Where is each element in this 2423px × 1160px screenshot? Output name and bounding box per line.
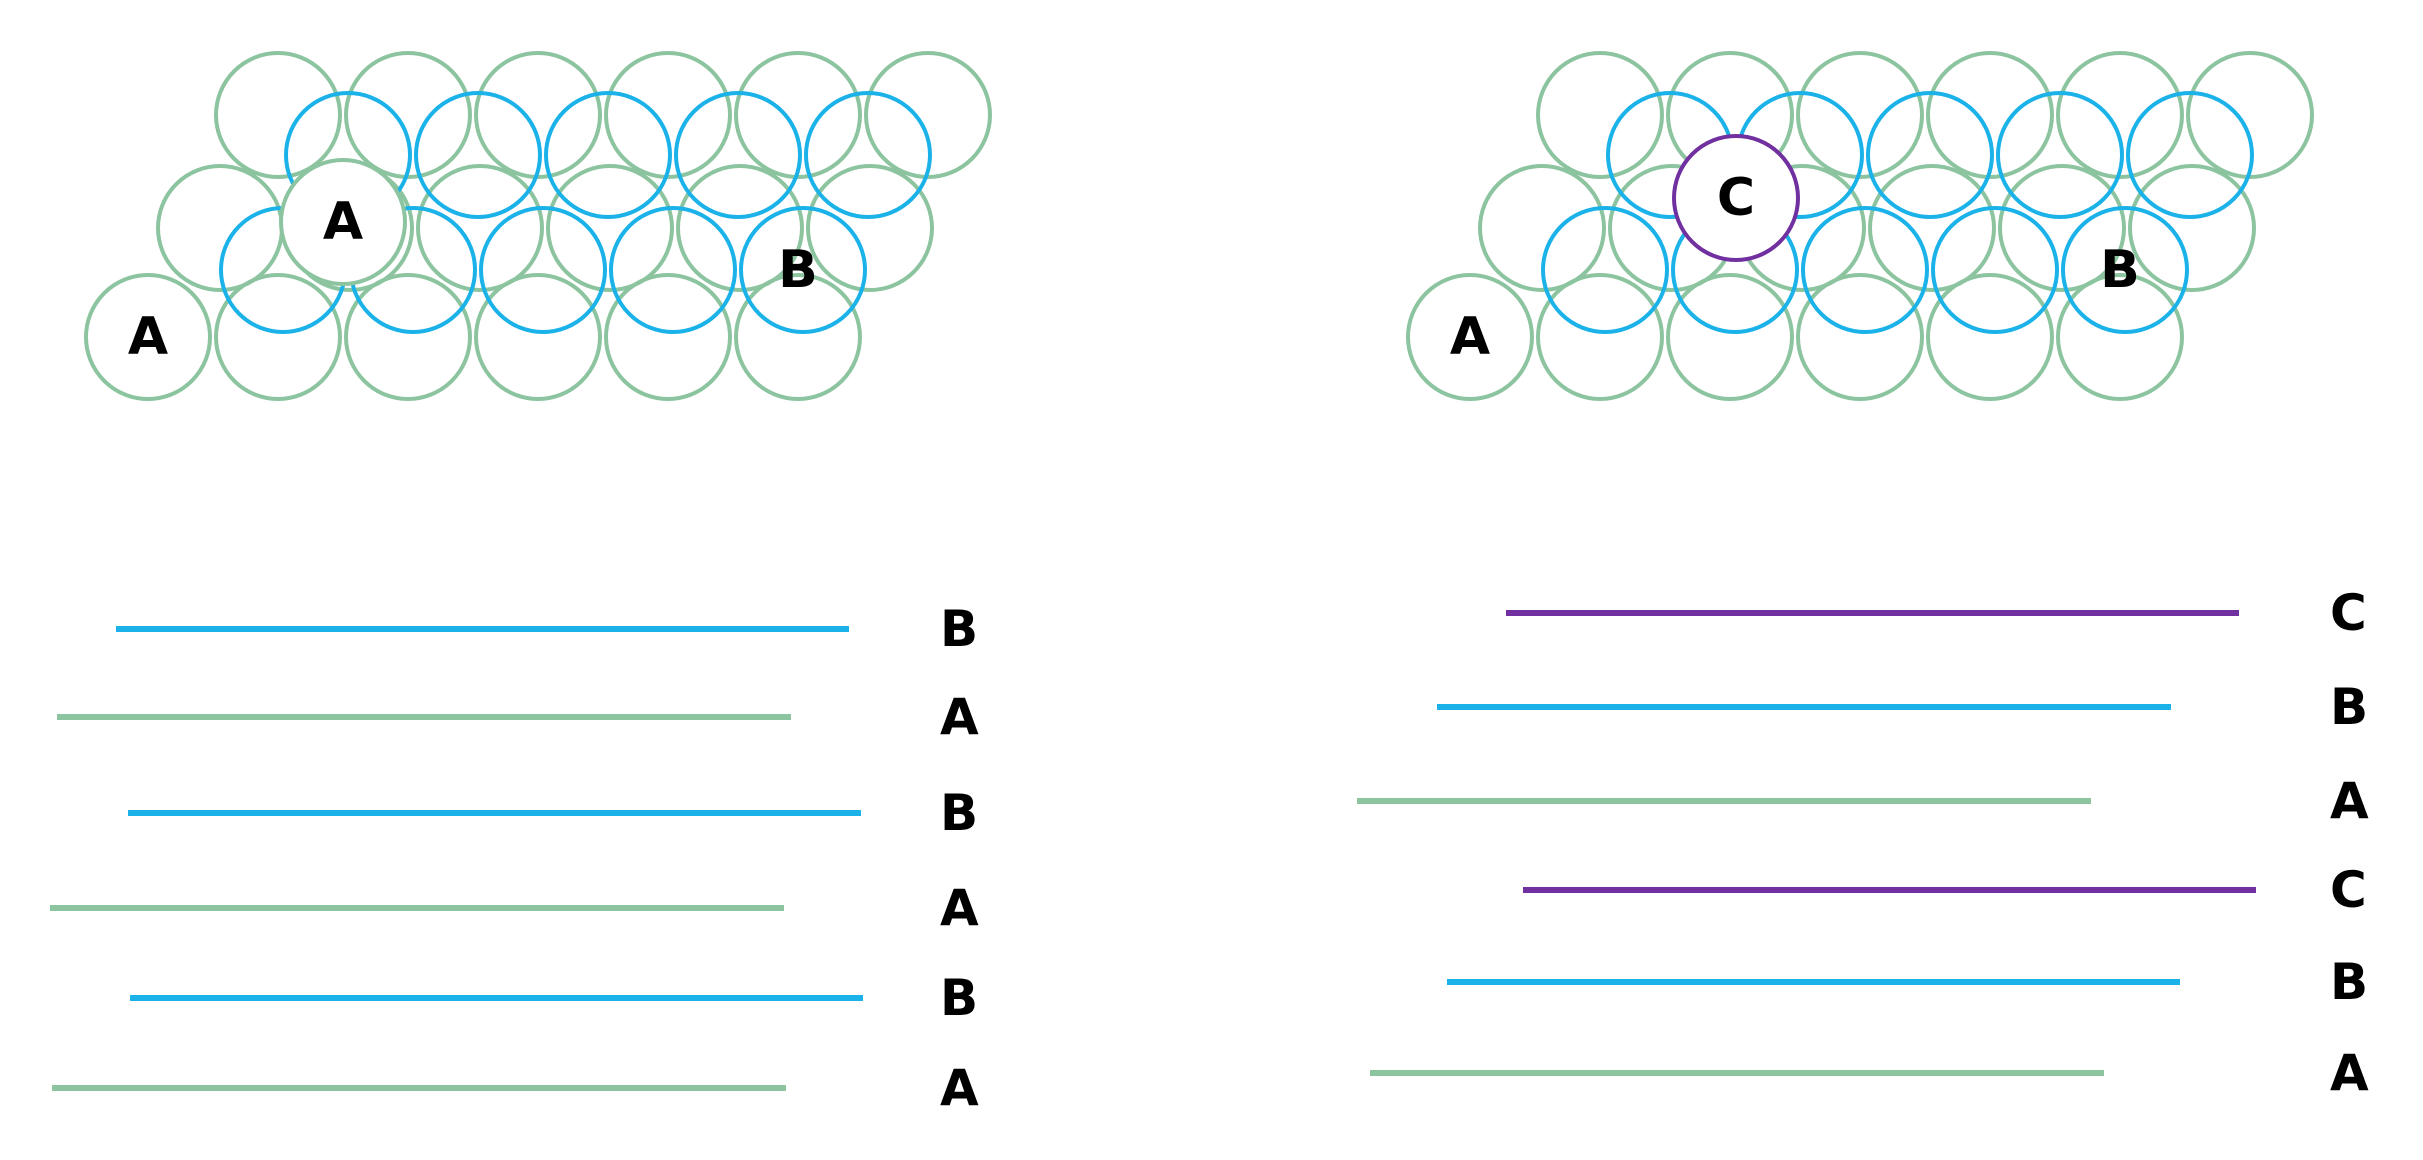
right-sphere-label-c: C [1717,168,1755,228]
left-layer-b-sphere [609,206,737,334]
right-layer-a-front-spheres [1406,273,2184,401]
right-layer-a-sphere [1406,273,1534,401]
left-layer-label: B [940,784,978,842]
right-layer-b-sphere [2061,206,2189,334]
left-sphere-label-a-top: A [323,192,363,252]
right-layer-b-sphere [1931,206,2059,334]
right-layer-a-sphere [1868,164,1996,292]
left-layer-a-sphere [474,273,602,401]
right-sphere-label-b: B [2100,240,2140,300]
right-layer-a-sphere [1666,273,1794,401]
right-layer-label: A [2330,772,2369,830]
right-layer-a-sphere [2056,273,2184,401]
left-layer-label: B [940,600,978,658]
right-layer-b-sphere [1996,91,2124,219]
right-layer-b-upper-spheres [1606,91,2254,219]
left-layer-a-front-spheres [84,273,862,401]
right-layer-label: B [2330,953,2368,1011]
left-layer-a-sphere [214,51,342,179]
left-layer-sequence: B A B A B A [50,600,979,1117]
left-layer-label: B [940,969,978,1027]
left-layer-a-back-spheres [156,51,992,292]
right-layer-b-sphere [2126,91,2254,219]
right-layer-a-sphere [1478,164,1606,292]
left-layer-a-sphere [676,164,804,292]
right-layer-a-sphere [1536,51,1664,179]
left-layer-b-sphere [804,91,932,219]
right-layer-a-sphere [1998,164,2126,292]
left-layer-a-top-sphere [279,158,407,286]
left-layer-b-sphere [674,91,802,219]
left-layer-a-sphere [806,164,934,292]
right-layer-a-back-spheres [1478,51,2314,292]
left-layer-a-sphere [416,164,544,292]
right-layer-b-sphere [1541,206,1669,334]
left-layer-a-sphere [84,273,212,401]
right-packing-diagram: A C B [1406,51,2314,401]
left-layer-a-sphere [214,273,342,401]
left-layer-label: A [940,1059,979,1117]
left-layer-a-sphere [344,273,472,401]
right-layer-b-lower-spheres [1541,206,2189,334]
right-layer-a-sphere [1926,273,2054,401]
right-layer-label: C [2330,861,2367,919]
left-layer-b-sphere [739,206,867,334]
left-layer-label: A [940,688,979,746]
right-layer-c-sphere [1672,134,1800,262]
right-layer-a-sphere [2128,164,2256,292]
right-layer-a-sphere [1796,273,1924,401]
left-layer-b-sphere [479,206,607,334]
left-sphere-label-b: B [778,240,818,300]
right-layer-b-sphere [1866,91,1994,219]
left-layer-b-upper-spheres [284,91,932,219]
left-layer-a-sphere [734,273,862,401]
left-layer-b-sphere [414,91,542,219]
right-layer-label: B [2330,678,2368,736]
right-sphere-label-a: A [1450,307,1490,367]
right-layer-b-sphere [1801,206,1929,334]
right-layer-sequence: C B A C B A [1357,584,2369,1102]
right-layer-a-sphere [1536,273,1664,401]
left-layer-a-sphere [604,273,732,401]
right-layer-label: A [2330,1044,2369,1102]
left-packing-diagram: A A B [84,51,992,401]
left-layer-a-sphere [546,164,674,292]
left-layer-b-sphere [544,91,672,219]
right-layer-label: C [2330,584,2367,642]
left-layer-label: A [940,879,979,937]
left-sphere-label-a-bottom: A [128,307,168,367]
